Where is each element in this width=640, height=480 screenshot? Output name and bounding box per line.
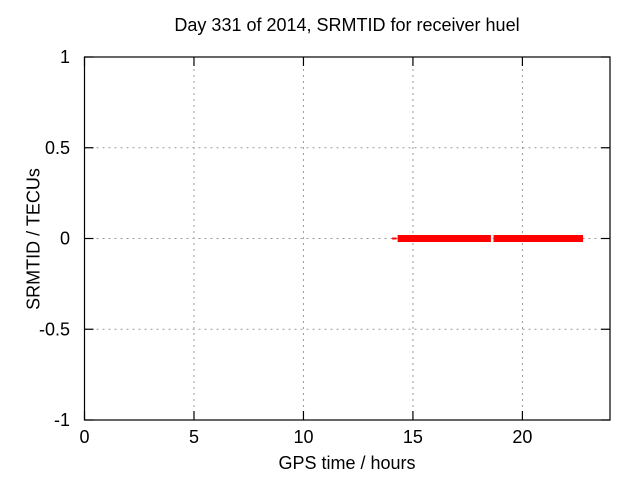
y-tick-label: 1 xyxy=(60,47,70,67)
chart-title: Day 331 of 2014, SRMTID for receiver hue… xyxy=(174,15,520,35)
x-axis-label: GPS time / hours xyxy=(278,453,416,473)
plot-border xyxy=(83,56,611,421)
x-tick-label: 15 xyxy=(403,427,423,447)
y-tick-label: 0.5 xyxy=(45,138,70,158)
x-tick-label: 20 xyxy=(512,427,532,447)
x-tick-label: 10 xyxy=(293,427,313,447)
x-tick-label: 0 xyxy=(79,427,89,447)
y-tick-label: 0 xyxy=(60,229,70,249)
y-tick-label: -0.5 xyxy=(39,319,70,339)
y-tick-label: -1 xyxy=(54,410,70,430)
x-tick-label: 5 xyxy=(189,427,199,447)
